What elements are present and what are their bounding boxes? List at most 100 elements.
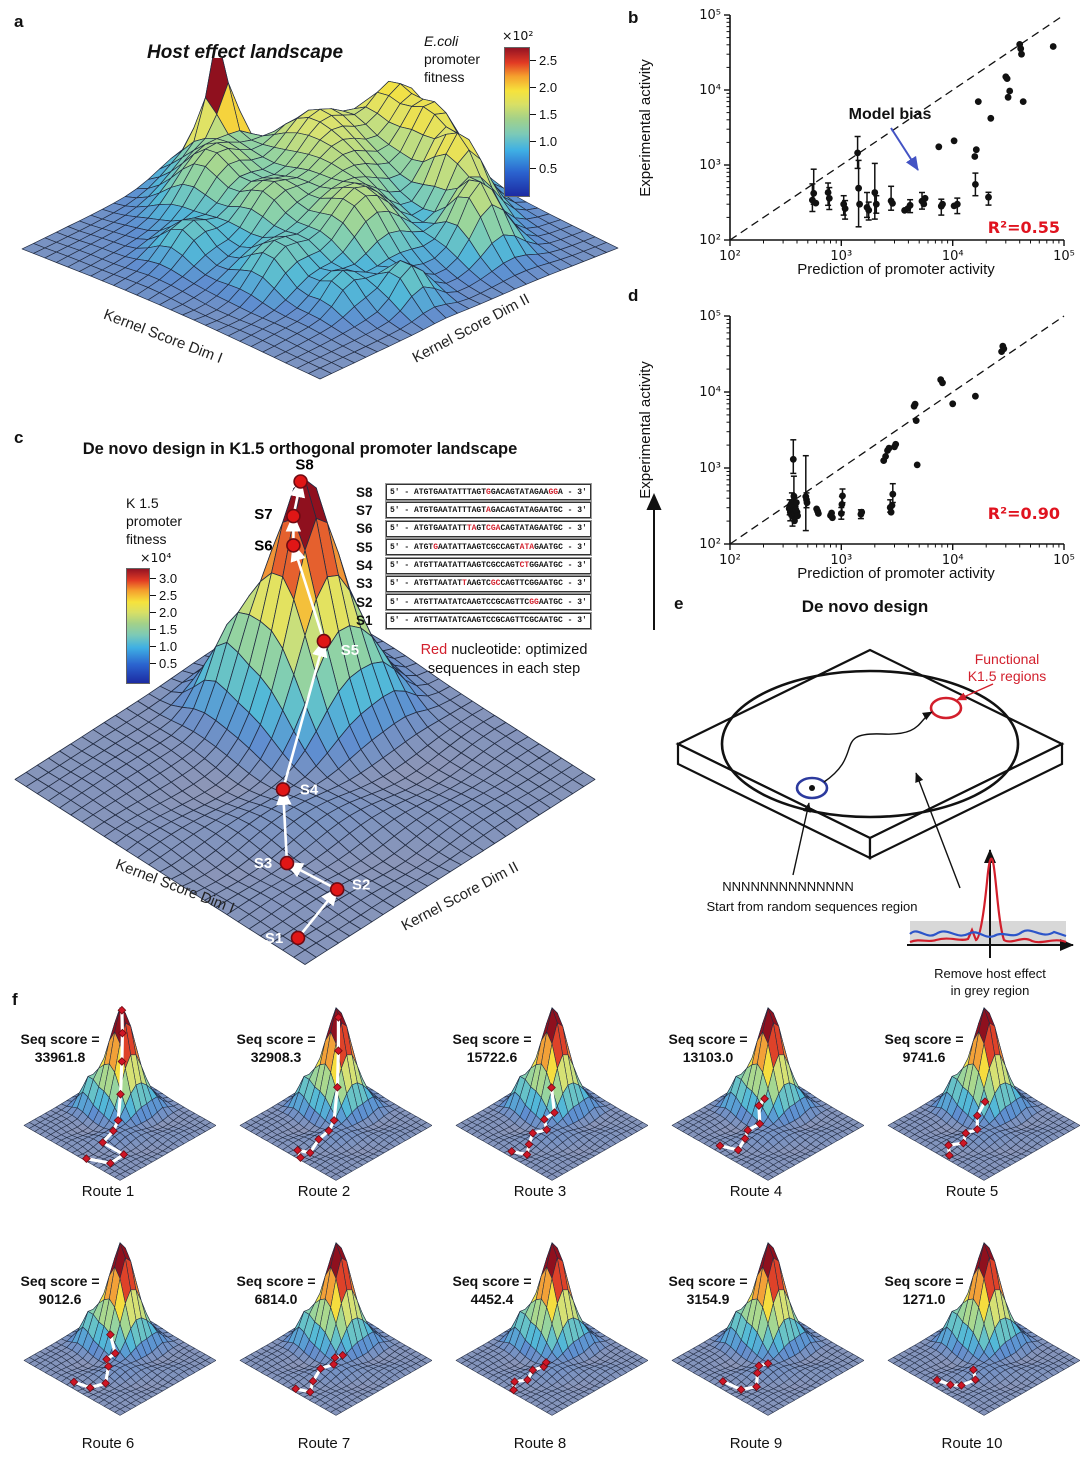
- svg-text:10²: 10²: [699, 537, 721, 552]
- sequence-row: S8 5' - ATGTGAATATTTAGT G GACAGTATAGAA GG A -…: [356, 483, 592, 501]
- colorbar-c: [126, 568, 150, 684]
- sequence-row: S2 5' - ATGTTAATATCAAGTCCGCAGTTC GG AATGC -…: [356, 593, 592, 612]
- svg-text:10⁴: 10⁴: [699, 83, 721, 98]
- svg-text:10³: 10³: [830, 553, 852, 568]
- surface-mesh: [21, 58, 619, 380]
- panel-a-title: Host effect landscape: [146, 42, 344, 63]
- sequence-box-s8: 5' - ATGTGAATATTTAGT G GACAGTATAGAA GG A - 3…: [385, 483, 592, 501]
- route-surface-1: [23, 1005, 216, 1181]
- panel-b-label: b: [628, 8, 639, 27]
- model-bias-annotation: Model bias: [849, 106, 932, 123]
- sequence-box-s5: 5' - ATGT G AATATTAAGTCGCCAGT ATA GAATGC - 3…: [385, 538, 592, 557]
- route-caption-10: Route 10: [941, 1435, 1003, 1452]
- route-surface-4: [671, 1007, 864, 1181]
- de-novo-design-diagram: De novo design Functional K1.5 regions N…: [675, 597, 1074, 998]
- host-effect-curve: [909, 929, 1067, 938]
- route-surface-3: [455, 1007, 648, 1181]
- seq-score-5: Seq score = 9741.6: [884, 1031, 964, 1066]
- svg-text:S8: S8: [295, 457, 313, 474]
- remove-host-effect-label-line1: Remove host effect: [934, 966, 1046, 981]
- sequence-box-s2: 5' - ATGTTAATATCAAGTCCGCAGTTC GG AATGC - 3…: [385, 593, 592, 612]
- sequence-row: S1 5' - ATGTTAATATCAAGTCCGCAGTTCGCAATGC -…: [356, 611, 592, 630]
- host-effect-landscape-surface: [21, 58, 619, 380]
- route-surface-2: [239, 1007, 432, 1181]
- svg-text:10²: 10²: [699, 233, 721, 248]
- random-start-circle: [795, 776, 829, 800]
- route-surface-5: [887, 1007, 1080, 1181]
- svg-text:10⁴: 10⁴: [942, 553, 964, 568]
- svg-text:S7: S7: [254, 506, 272, 523]
- route-surface-9: [671, 1242, 864, 1416]
- sequence-box-s6: 5' - ATGTGAATATT TA GT CGA CAGTATAGAATGC - 3…: [385, 519, 592, 538]
- seq-score-1: Seq score = 33961.8: [20, 1031, 100, 1066]
- panel-c-title: De novo design in K1.5 orthogonal promot…: [82, 440, 518, 458]
- svg-text:S2: S2: [352, 876, 370, 893]
- route-caption-8: Route 8: [513, 1435, 567, 1452]
- svg-text:10⁵: 10⁵: [699, 8, 721, 23]
- svg-text:10⁴: 10⁴: [699, 385, 721, 400]
- sequence-box-s7: 5' - ATGTGAATATTTAGT A GACAGTATAGAATGC - 3…: [385, 501, 592, 520]
- svg-text:10³: 10³: [699, 461, 721, 476]
- panel-d-xlabel: Prediction of promoter activity: [797, 565, 995, 582]
- seq-score-3: Seq score = 15722.6: [452, 1031, 532, 1066]
- panel-d-label: d: [628, 286, 639, 305]
- route-caption-3: Route 3: [513, 1183, 567, 1200]
- route-caption-4: Route 4: [729, 1183, 783, 1200]
- svg-text:S6: S6: [254, 537, 272, 554]
- panel-a-label: a: [14, 12, 24, 31]
- colorbar-a-ticks: 2.5 2.0 1.5 1.0 0.5: [530, 47, 568, 195]
- route-surface-7: [239, 1242, 432, 1416]
- panel-b-ylabel: Experimental activity: [637, 59, 654, 197]
- route-caption-1: Route 1: [81, 1183, 135, 1200]
- svg-text:10⁵: 10⁵: [1053, 249, 1075, 264]
- seq-score-2: Seq score = 32908.3: [236, 1031, 316, 1066]
- panel-d-r2-value: R²=0.90: [988, 504, 1060, 523]
- colorbar-a: [504, 47, 530, 197]
- seq-score-10: Seq score = 1271.0: [884, 1273, 964, 1308]
- start-region-label: Start from random sequences region: [707, 899, 918, 914]
- seq-score-9: Seq score = 3154.9: [668, 1273, 748, 1308]
- route-caption-9: Route 9: [729, 1435, 783, 1452]
- optimization-direction-arrow: [645, 490, 663, 630]
- random-start-dot: [809, 785, 815, 791]
- colorbar-a-species: E.coli: [424, 33, 459, 49]
- panel-b-r2-value: R²=0.55: [988, 218, 1060, 237]
- sequence-box-s3: 5' - ATGTTAATAT T AAGTC GC CAGTTCGGAATGC - 3…: [385, 574, 592, 593]
- panel-c-label: c: [14, 428, 24, 447]
- sequence-row: S7 5' - ATGTGAATATTTAGT A GACAGTATAGAATGC -…: [356, 501, 592, 520]
- route-surface-8: [455, 1242, 648, 1416]
- route-surface-10: [887, 1242, 1080, 1416]
- grey-region-ellipse: [720, 669, 1020, 819]
- k15-promoter-landscape-surface: S1 S2 S3 S4 S5 S6 S7 S8: [14, 457, 596, 965]
- panel-b-xlabel: Prediction of promoter activity: [797, 261, 995, 278]
- panel-e-label: e: [674, 594, 684, 613]
- svg-text:10⁴: 10⁴: [942, 249, 964, 264]
- panel-d-ylabel: Experimental activity: [637, 361, 654, 499]
- host-removed-activity-curve: [909, 857, 1067, 944]
- colorbar-c-title: K 1.5 promoter fitness: [126, 495, 183, 548]
- design-path-curve: [823, 711, 933, 783]
- sequence-box-s1: 5' - ATGTTAATATCAAGTCCGCAGTTCGCAATGC - 3…: [385, 611, 592, 630]
- seq-score-7: Seq score = 6814.0: [236, 1273, 316, 1308]
- sequence-box-s4: 5' - ATGTTAATATTAAGTCGCCAGT CT GGAATGC - 3…: [385, 556, 592, 575]
- svg-text:S5: S5: [341, 642, 359, 659]
- svg-text:10⁵: 10⁵: [1053, 553, 1075, 568]
- svg-text:S3: S3: [254, 855, 272, 872]
- svg-text:10³: 10³: [830, 249, 852, 264]
- colorbar-a-scale: ×10²: [502, 28, 534, 43]
- colorbar-a-title: E.coli promoter fitness: [424, 33, 481, 86]
- seq-score-6: Seq score = 9012.6: [20, 1273, 100, 1308]
- seq-score-4: Seq score = 13103.0: [668, 1031, 748, 1066]
- slab-side-right: [868, 742, 1064, 860]
- colorbar-c-scale: ×10⁴: [140, 550, 172, 565]
- route-surface-6: [23, 1242, 216, 1416]
- functional-region-circle: [929, 696, 963, 720]
- panel-e-title: De novo design: [802, 597, 929, 616]
- functional-region-label-line1: Functional: [975, 651, 1040, 667]
- route-caption-7: Route 7: [297, 1435, 351, 1452]
- svg-text:10³: 10³: [699, 158, 721, 173]
